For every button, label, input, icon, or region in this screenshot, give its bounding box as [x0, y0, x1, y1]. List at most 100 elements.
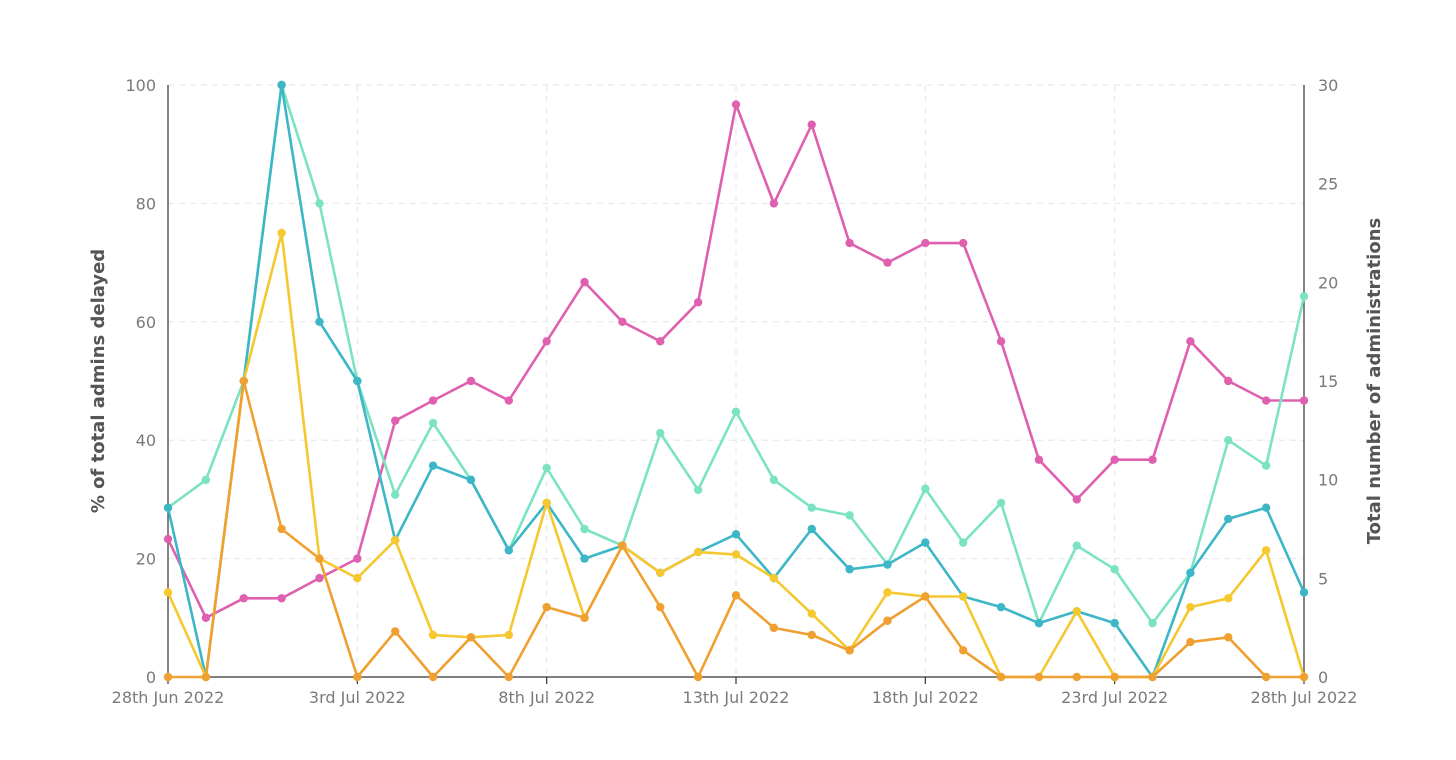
data-point-teal[interactable] — [1224, 514, 1233, 524]
data-point-orange[interactable] — [807, 630, 816, 640]
data-point-pink[interactable] — [1186, 337, 1195, 346]
data-point-orange[interactable] — [883, 616, 892, 625]
data-point-yellow[interactable] — [807, 609, 816, 618]
data-point-orange[interactable] — [239, 376, 248, 386]
data-point-orange[interactable] — [1299, 672, 1309, 682]
data-point-mint[interactable] — [315, 199, 324, 208]
data-point-orange[interactable] — [1148, 672, 1157, 682]
data-point-pink[interactable] — [1072, 495, 1082, 504]
data-point-mint[interactable] — [1261, 461, 1271, 470]
data-point-orange[interactable] — [959, 646, 968, 655]
data-point-pink[interactable] — [883, 258, 892, 267]
data-point-mint[interactable] — [1110, 565, 1119, 574]
data-point-orange[interactable] — [1110, 672, 1119, 682]
data-point-pink[interactable] — [769, 199, 779, 208]
data-point-pink[interactable] — [807, 120, 816, 129]
data-point-yellow[interactable] — [1186, 602, 1195, 612]
data-point-teal[interactable] — [277, 80, 286, 90]
data-point-pink[interactable] — [996, 337, 1006, 346]
data-point-teal[interactable] — [163, 503, 173, 512]
data-point-orange[interactable] — [656, 602, 665, 612]
data-point-yellow[interactable] — [163, 588, 173, 597]
data-point-yellow[interactable] — [1072, 607, 1082, 616]
data-point-mint[interactable] — [769, 475, 779, 485]
data-point-yellow[interactable] — [391, 536, 400, 545]
data-point-teal[interactable] — [504, 546, 513, 555]
data-point-teal[interactable] — [315, 317, 324, 326]
data-point-teal[interactable] — [731, 530, 741, 539]
data-point-orange[interactable] — [769, 623, 779, 633]
data-point-teal[interactable] — [428, 461, 438, 470]
data-point-pink[interactable] — [277, 594, 286, 603]
data-point-teal[interactable] — [1034, 618, 1044, 628]
data-point-yellow[interactable] — [693, 547, 703, 557]
data-point-pink[interactable] — [391, 416, 400, 425]
data-point-mint[interactable] — [201, 475, 211, 485]
data-point-pink[interactable] — [580, 277, 589, 287]
data-point-teal[interactable] — [807, 524, 816, 534]
data-point-orange[interactable] — [580, 613, 589, 622]
data-point-orange[interactable] — [693, 672, 703, 682]
data-point-orange[interactable] — [996, 672, 1006, 682]
data-point-orange[interactable] — [1224, 633, 1233, 642]
data-point-orange[interactable] — [504, 672, 513, 682]
data-point-teal[interactable] — [1186, 568, 1195, 578]
data-point-yellow[interactable] — [277, 228, 286, 238]
data-point-orange[interactable] — [731, 591, 741, 600]
data-point-pink[interactable] — [959, 238, 968, 248]
data-point-teal[interactable] — [845, 565, 854, 574]
data-point-teal[interactable] — [580, 554, 589, 563]
data-point-mint[interactable] — [1148, 618, 1157, 628]
data-point-pink[interactable] — [921, 238, 930, 248]
data-point-pink[interactable] — [353, 554, 362, 563]
data-point-pink[interactable] — [163, 534, 173, 544]
data-point-pink[interactable] — [542, 337, 551, 346]
data-point-yellow[interactable] — [959, 592, 968, 601]
data-point-mint[interactable] — [693, 485, 703, 495]
data-point-yellow[interactable] — [656, 568, 665, 578]
data-point-pink[interactable] — [1110, 455, 1119, 464]
data-point-mint[interactable] — [428, 418, 438, 428]
data-point-orange[interactable] — [353, 672, 362, 682]
data-point-mint[interactable] — [542, 463, 551, 473]
data-point-mint[interactable] — [731, 407, 741, 416]
data-point-orange[interactable] — [391, 627, 400, 636]
data-point-mint[interactable] — [959, 538, 968, 547]
data-point-orange[interactable] — [466, 633, 476, 642]
data-point-pink[interactable] — [428, 396, 438, 405]
data-point-pink[interactable] — [239, 594, 248, 603]
data-point-mint[interactable] — [656, 428, 665, 438]
data-point-pink[interactable] — [731, 100, 741, 109]
data-point-orange[interactable] — [618, 541, 627, 550]
data-point-yellow[interactable] — [504, 630, 513, 640]
data-point-orange[interactable] — [921, 592, 930, 601]
data-point-pink[interactable] — [315, 573, 324, 583]
data-point-pink[interactable] — [1034, 455, 1044, 464]
data-point-orange[interactable] — [1261, 672, 1271, 682]
data-point-teal[interactable] — [921, 538, 930, 547]
data-point-orange[interactable] — [542, 602, 551, 612]
data-point-mint[interactable] — [1299, 292, 1309, 301]
data-point-teal[interactable] — [1299, 588, 1309, 597]
data-point-pink[interactable] — [1148, 455, 1157, 464]
data-point-mint[interactable] — [580, 524, 589, 534]
data-point-yellow[interactable] — [769, 573, 779, 583]
data-point-mint[interactable] — [845, 511, 854, 520]
data-point-teal[interactable] — [1261, 503, 1271, 512]
data-point-yellow[interactable] — [883, 588, 892, 597]
data-point-teal[interactable] — [1110, 618, 1119, 628]
data-point-pink[interactable] — [1299, 396, 1309, 405]
data-point-orange[interactable] — [163, 672, 173, 682]
data-point-orange[interactable] — [428, 672, 438, 682]
data-point-yellow[interactable] — [731, 550, 741, 559]
data-point-pink[interactable] — [1224, 376, 1233, 386]
data-point-yellow[interactable] — [542, 498, 551, 508]
data-point-orange[interactable] — [201, 672, 211, 682]
data-point-teal[interactable] — [466, 475, 476, 485]
data-point-mint[interactable] — [1072, 541, 1082, 550]
data-point-teal[interactable] — [883, 560, 892, 569]
data-point-yellow[interactable] — [1261, 546, 1271, 555]
data-point-yellow[interactable] — [1224, 594, 1233, 603]
data-point-yellow[interactable] — [353, 573, 362, 583]
data-point-pink[interactable] — [656, 337, 665, 346]
